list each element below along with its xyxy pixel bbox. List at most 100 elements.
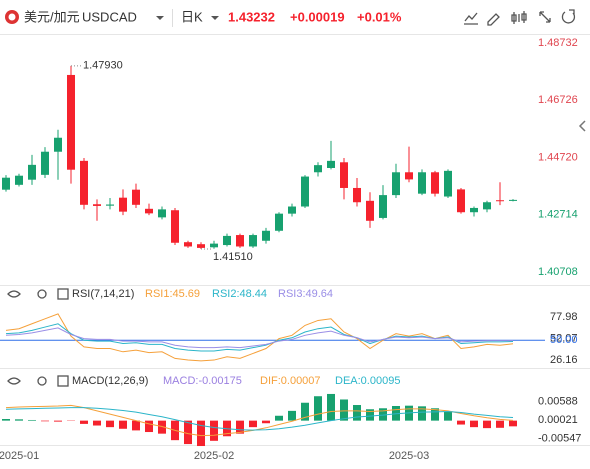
macd-bar: [132, 420, 140, 431]
macd-bar: [288, 410, 296, 421]
macd-bar: [340, 399, 348, 421]
candle-body: [223, 235, 231, 246]
toolbar: [464, 9, 576, 26]
macd-line: [5, 404, 514, 437]
macd-bar: [379, 408, 387, 421]
fullscreen-button[interactable]: [539, 11, 551, 23]
toggle-icon[interactable]: [57, 375, 69, 387]
symbol[interactable]: USDCAD: [82, 9, 137, 24]
macd-bar: [470, 420, 478, 428]
legend-entry: RSI2:48.44: [212, 288, 267, 300]
legend-entry: RSI3:49.64: [278, 288, 333, 300]
candle-body: [145, 208, 153, 214]
rsi-tick-label: 26.16: [550, 354, 578, 366]
candle-body: [275, 213, 283, 231]
indicator-button[interactable]: [464, 12, 478, 25]
macd-bar: [119, 420, 127, 429]
macd-tick-label: 0.00588: [538, 395, 578, 407]
annotation-label: 1.41510: [213, 251, 253, 263]
candle-body: [28, 164, 36, 180]
period[interactable]: 日K: [181, 9, 203, 24]
macd-bar: [457, 420, 465, 425]
candle-body: [288, 206, 296, 214]
candle-body: [249, 235, 257, 247]
rsi-tick-label: 50.00: [550, 334, 578, 346]
macd-bar: [93, 420, 101, 426]
candle-body: [158, 209, 166, 218]
price-change-pct: +0.01%: [357, 9, 402, 24]
candle-body: [340, 162, 348, 188]
legend-entry: DIF:0.00007: [260, 375, 321, 387]
price-tick-label: 1.46726: [538, 94, 578, 106]
macd-bar: [184, 420, 192, 445]
candle-body: [392, 172, 400, 196]
macd-tick-label: -0.00547: [538, 432, 581, 444]
macd-bar: [106, 420, 114, 428]
candle-body: [41, 151, 49, 175]
rsi-pane-header: RSI(7,14,21): [7, 288, 134, 300]
settings-icon[interactable]: [37, 289, 47, 299]
symbol-dropdown[interactable]: [156, 16, 164, 20]
candle-body: [483, 202, 491, 210]
price-tick-label: 1.42714: [538, 209, 578, 221]
candle-body: [366, 200, 374, 221]
macd-bar: [314, 396, 322, 421]
candle-body: [132, 189, 140, 205]
macd-bar: [444, 411, 452, 421]
eye-icon[interactable]: [7, 290, 21, 298]
macd-bar: [262, 420, 270, 424]
candle-body: [327, 160, 335, 168]
rsi-line: [5, 313, 514, 362]
draw-button[interactable]: [487, 13, 500, 26]
macd-bar: [28, 419, 36, 421]
candle-body: [2, 177, 10, 190]
candle-body: [80, 160, 88, 205]
legend-entry: RSI1:45.69: [145, 288, 200, 300]
macd-bar: [275, 415, 283, 421]
candle-body: [353, 187, 361, 203]
eye-icon[interactable]: [7, 377, 21, 385]
settings-icon[interactable]: [37, 376, 47, 386]
toggle-icon[interactable]: [57, 288, 69, 300]
legend-entry: DEA:0.00095: [335, 375, 400, 387]
macd-title: MACD(12,26,9): [72, 375, 148, 387]
macd-bar: [80, 420, 88, 424]
macd-bar: [366, 409, 374, 421]
candle-body: [509, 199, 517, 201]
rsi-title: RSI(7,14,21): [72, 288, 134, 300]
x-tick-label: 2025-03: [389, 450, 429, 462]
price-tick-label: 1.40708: [538, 266, 578, 278]
flag-icon-inner: [8, 13, 16, 21]
candle-body: [418, 172, 426, 194]
macd-line: [5, 407, 514, 431]
macd-bar: [197, 420, 205, 447]
refresh-button[interactable]: [561, 9, 576, 24]
candle-body: [171, 210, 179, 243]
period-dropdown[interactable]: [211, 16, 219, 20]
macd-pane-header: MACD(12,26,9): [7, 375, 148, 387]
macd-bar: [236, 420, 244, 434]
macd-bar: [54, 420, 62, 422]
collapse-arrow[interactable]: [578, 120, 586, 132]
macd-bar: [327, 393, 335, 421]
macd-bar: [158, 420, 166, 434]
candle-body: [184, 242, 192, 247]
candle-body: [431, 172, 439, 194]
candle-body: [210, 243, 218, 248]
macd-bar: [509, 420, 517, 427]
macd-bar: [496, 420, 504, 428]
macd-bar: [418, 406, 426, 421]
macd-bar: [431, 408, 439, 421]
macd-tick-label: 0.00021: [538, 414, 578, 426]
candle-body: [119, 197, 127, 212]
candle-body: [496, 200, 504, 202]
candle-body: [197, 244, 205, 248]
type-button[interactable]: [511, 11, 527, 24]
last-price: 1.43232: [228, 9, 275, 24]
macd-bar: [41, 420, 49, 422]
candle-body: [301, 176, 309, 207]
macd-bar: [353, 405, 361, 421]
price-tick-label: 1.48732: [538, 37, 578, 49]
pair-name[interactable]: 美元/加元: [24, 9, 80, 24]
candle-body: [457, 189, 465, 213]
